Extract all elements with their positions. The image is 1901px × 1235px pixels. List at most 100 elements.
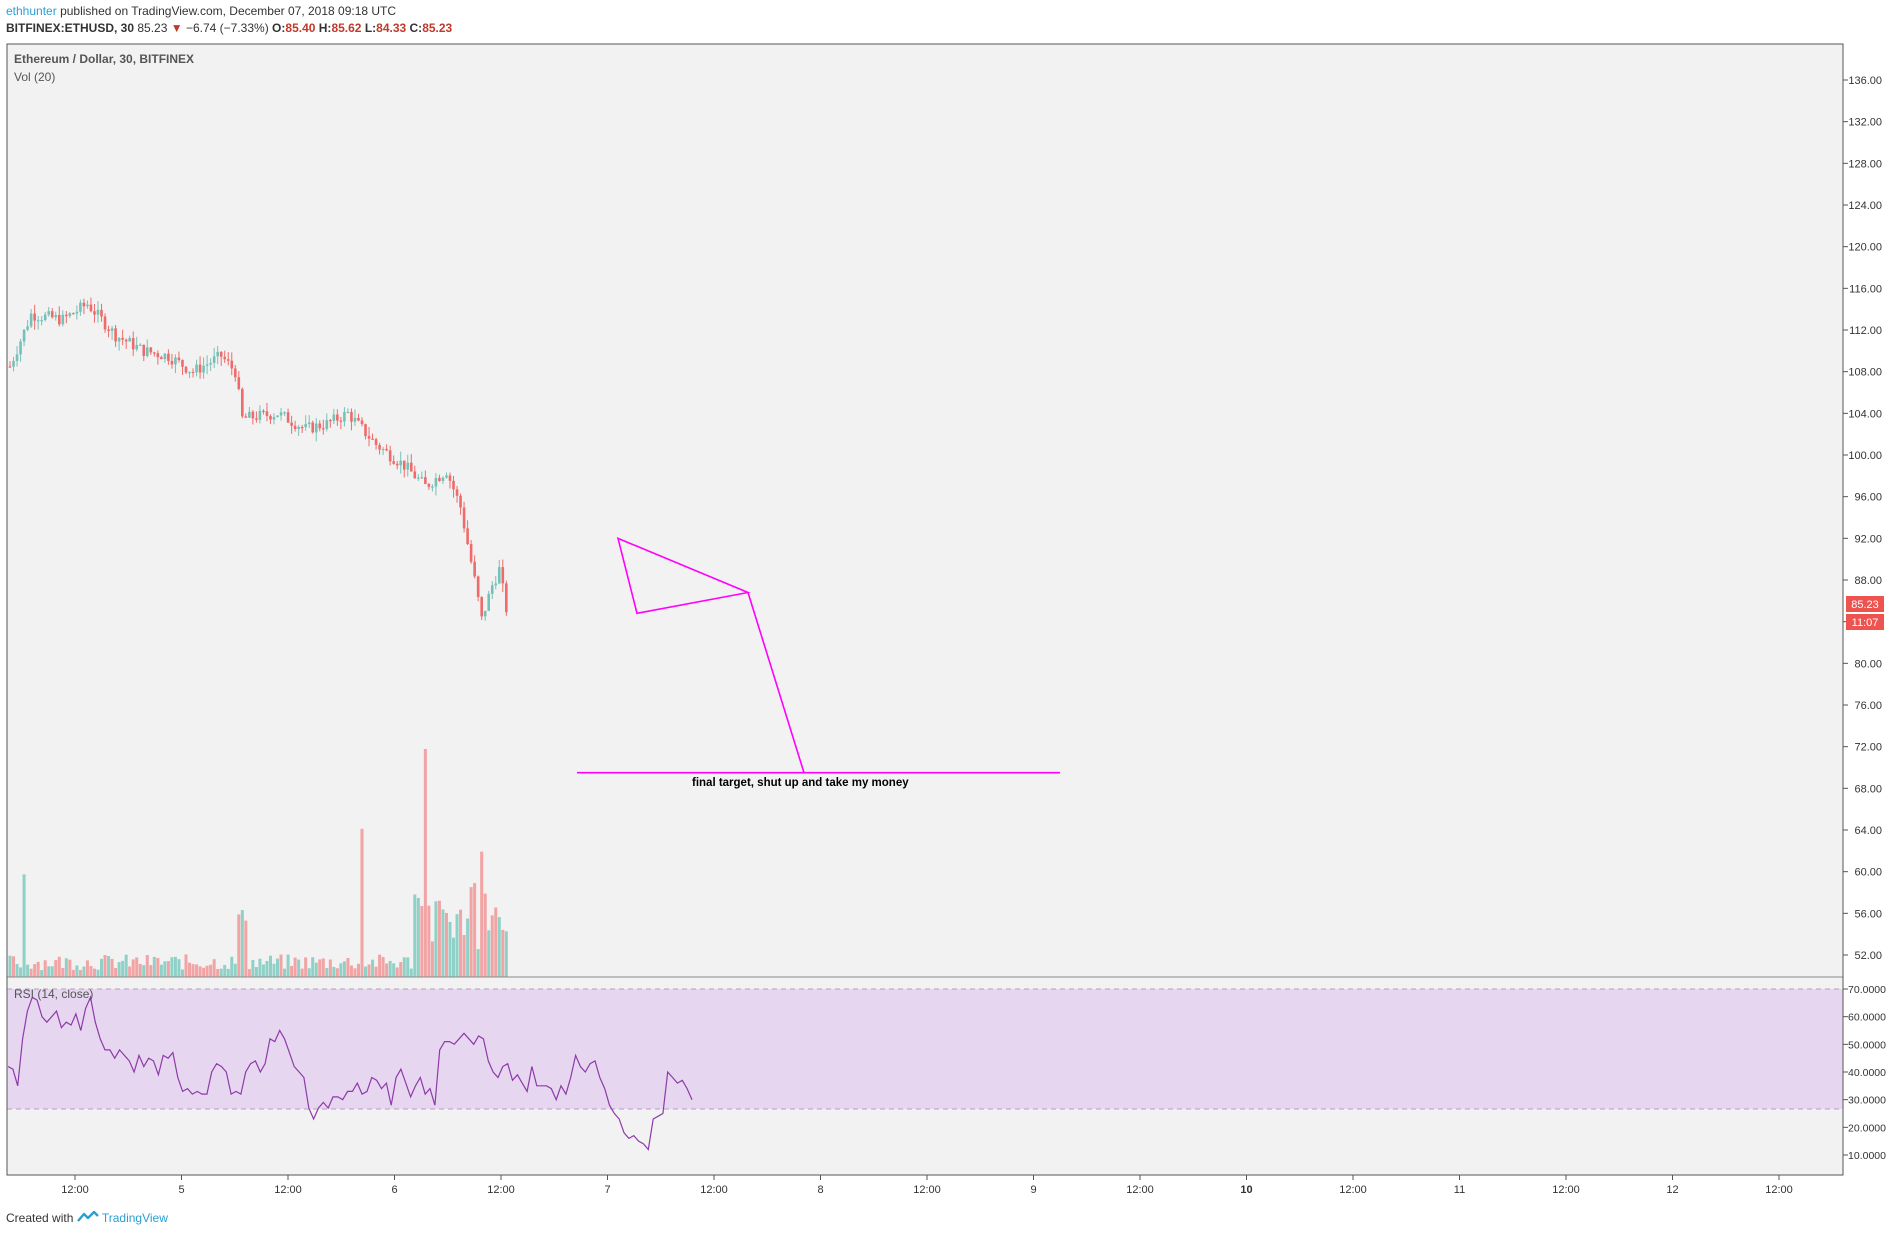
volume-bar [54,960,58,977]
candle-body [57,315,61,325]
candle-body [19,341,22,355]
candle-body [455,489,459,496]
tradingview-logo-icon [76,1210,102,1225]
candle-body [420,477,424,479]
volume-bar [219,968,223,977]
volume-bar [212,959,216,977]
created-with-text: Created with [6,1211,74,1225]
volume-bar [364,966,368,977]
target-annotation: final target, shut up and take my money [692,777,909,789]
volume-bar [8,955,12,977]
close-label: C: [409,21,423,35]
candle-body [212,356,216,363]
rsi-pane-title: RSI (14, close) [14,987,93,1001]
rsi-tick-label: 20.0000 [1848,1122,1886,1134]
volume-bar [156,958,160,977]
volume-bar [237,914,241,977]
volume-bar [135,957,139,977]
candle-body [424,477,427,484]
volume-bar [138,963,142,977]
price-tick-label: 52.00 [1854,950,1882,962]
triangle-pattern[interactable] [616,536,751,615]
volume-bar [128,966,132,977]
published-text: published on TradingView.com, December 0… [60,4,397,18]
volume-bar [469,887,473,977]
candle-body [374,439,378,446]
volume-bar [61,968,65,977]
price-change: −6.74 (−7.33%) [185,21,269,35]
volume-bar [198,966,202,977]
target-projection-line[interactable] [747,592,805,773]
candle-body [65,314,68,317]
time-tick-label: 12:00 [1126,1184,1154,1196]
price-tick-label: 64.00 [1854,825,1882,837]
volume-bar [29,968,33,977]
candle-body [325,420,329,429]
countdown-badge: 11:07 [1846,614,1884,630]
candle-body [15,354,19,361]
candle-body [480,596,483,617]
volume-bar [448,921,452,977]
volume-bar [89,966,93,977]
volume-bar [430,941,434,977]
candle-body [124,339,128,342]
volume-bar [335,968,339,977]
candle-body [417,477,420,479]
candle-body [135,344,139,350]
candle-body [395,463,399,466]
volume-bar [487,930,491,977]
time-tick-label: 12 [1666,1184,1678,1196]
volume-bar [462,934,466,977]
price-tick-label: 80.00 [1854,658,1882,670]
candle-body [459,495,462,508]
price-tick-label: 128.00 [1848,158,1882,170]
volume-bar [121,960,125,977]
price-tick-label: 88.00 [1854,575,1882,587]
volume-bar [261,964,265,977]
triangle-target-drawing[interactable]: final target, shut up and take my money [577,536,1060,789]
time-tick-label: 12:00 [913,1184,941,1196]
volume-bar [420,905,424,977]
candle-body [86,304,89,307]
volume-bar [297,959,301,977]
author-link[interactable]: ethhunter [6,4,57,18]
time-axis[interactable]: 12:00 5 12:00 6 12:00 7 12:00 8 12:00 9 12:00 10 12:… [61,1175,1793,1196]
price-tick-label: 132.00 [1848,117,1882,129]
volume-bar [416,897,420,977]
candle-body [409,462,413,472]
time-tick-label: 12:00 [1552,1184,1580,1196]
volume-bar [12,956,16,977]
volume-bar [15,964,19,977]
candle-body [350,411,353,422]
candle-body [131,338,135,350]
price-axis[interactable]: 136.00 132.00 128.00 124.00 120.00 116.00 112.… [1843,75,1882,962]
candle-body [501,567,505,584]
volume-bar [497,917,501,977]
candle-body [497,567,501,584]
volume-bar [279,954,283,977]
rsi-axis[interactable]: 70.0000 60.0000 50.0000 40.0000 30.0000 20.00… [1843,984,1886,1162]
volume-bar [107,956,111,977]
candle-body [378,445,381,450]
volume-bar [170,957,174,977]
down-arrow-icon: ▼ [170,21,183,35]
candle-body [114,328,117,342]
volume-bar [145,954,149,977]
volume-bar [437,900,441,977]
volume-bar [124,954,128,977]
candle-body [29,313,33,327]
candle-body [462,507,466,529]
candle-body [153,352,156,354]
time-tick-label: 9 [1030,1184,1036,1196]
close-value: 85.23 [422,21,453,35]
volume-bar [33,964,37,977]
tradingview-brand[interactable]: TradingView [101,1211,168,1225]
time-tick-label: 12:00 [487,1184,515,1196]
candle-body [476,576,480,597]
candle-body [181,360,184,367]
low-value: 84.33 [376,21,407,35]
candle-body [332,414,336,421]
volume-bar [188,962,192,977]
volume-bar [159,964,163,977]
